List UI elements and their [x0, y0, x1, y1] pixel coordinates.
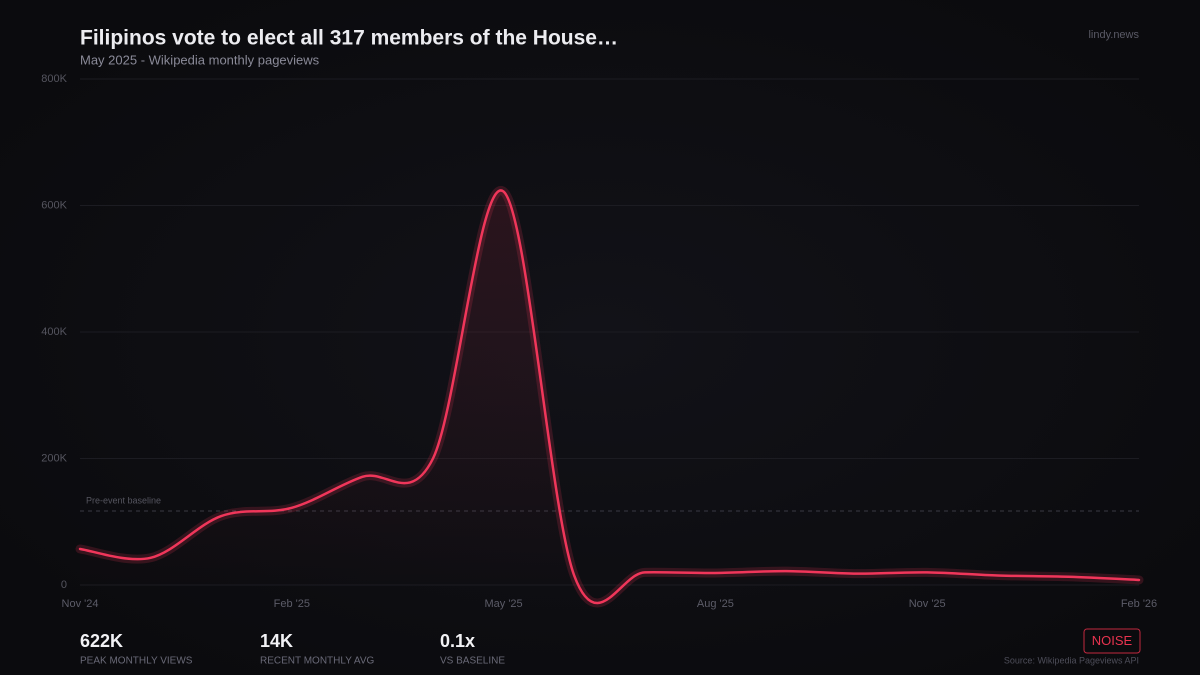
y-tick-label: 0 [61, 579, 67, 591]
stat-label: PEAK MONTHLY VIEWS [80, 656, 193, 667]
badge-box [1083, 628, 1141, 654]
chart-title: Filipinos vote to elect all 317 members … [80, 27, 618, 50]
stat-value: 0.1x [440, 631, 475, 651]
x-tick-label: Aug '25 [697, 598, 734, 610]
stat-value: 622K [80, 631, 123, 651]
plot-area: 0 200K 400K 600K 800K Nov '24 Feb '25 May '25 Au… [41, 73, 1157, 610]
x-tick-label: Nov '25 [909, 598, 946, 610]
baseline-label: Pre-event baseline [86, 495, 161, 505]
x-tick-label: Feb '26 [1121, 598, 1157, 610]
x-tick-label: Feb '25 [274, 598, 310, 610]
y-tick-label: 200K [41, 452, 67, 464]
source: Source: Wikipedia Pageviews API [1004, 655, 1139, 665]
area [80, 190, 1139, 604]
y-tick-label: 400K [41, 326, 67, 338]
chart-subtitle: May 2025 - Wikipedia monthly pageviews [80, 52, 320, 67]
stat-label: RECENT MONTHLY AVG [260, 656, 375, 667]
y-tick-label: 800K [41, 73, 67, 85]
badge: NOISE [1092, 633, 1133, 648]
x-tick-label: Nov '24 [62, 598, 99, 610]
y-tick-label: 600K [41, 199, 67, 211]
stat-label: VS BASELINE [440, 656, 505, 667]
stat-value: 14K [260, 631, 293, 651]
x-tick-label: May '25 [485, 598, 523, 610]
brand: lindy.news [1088, 29, 1139, 41]
line [78, 189, 1141, 605]
stats: 622K PEAK MONTHLY VIEWS 14K RECENT MONTHLY … [80, 631, 505, 667]
